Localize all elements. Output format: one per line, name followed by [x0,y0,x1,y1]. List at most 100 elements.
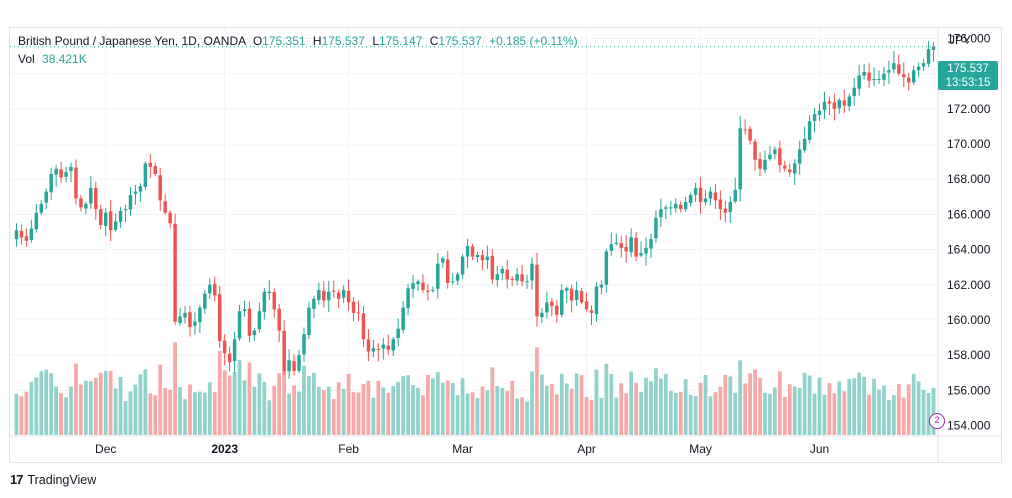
volume-bar [649,381,653,435]
candle-body [69,166,73,172]
candle-body [807,121,812,140]
volume-bar [455,394,460,435]
volume-bar [857,372,862,435]
volume-bar [882,385,886,435]
candle-body [887,70,891,73]
symbol-label: British Pound / Japanese Yen, 1D, OANDA [18,34,246,48]
candle-body [331,290,336,292]
volume-bar [926,392,931,435]
candle-body [540,312,544,318]
y-tick-label: 158.000 [947,348,991,362]
candle-body [792,163,797,174]
volume-bar [777,371,782,435]
volume-bar [416,387,420,435]
volume-value: 38.421K [42,52,87,66]
last-price-value: 175.537 [947,63,989,75]
volume-bar [396,381,401,435]
volume-bar [19,396,24,435]
volume-bar [168,389,173,435]
volume-bar [366,380,371,435]
volume-bar [163,387,168,435]
candle-body [911,70,916,83]
volume-bar [490,367,495,435]
candle-body [153,166,158,174]
candle-body [158,175,162,201]
volume-bar [703,374,708,435]
volume-bar [792,386,797,435]
candle-body [94,188,98,210]
volume-bar [64,397,68,435]
y-tick-label: 160.000 [947,313,991,327]
volume-bar [29,381,34,435]
volume-bar [891,395,896,435]
volume-bar [252,386,257,435]
candle-body [84,203,88,209]
volume-bar [634,382,638,435]
candle-body [817,110,822,116]
candle-body [128,195,133,210]
volume-bar [619,383,624,435]
open-label: O [252,34,263,48]
volume-bar [98,372,103,435]
volume-bar [49,373,54,435]
candle-body [242,309,247,311]
volume-bar [500,388,505,435]
candle-body [931,46,936,50]
candle-body [713,192,718,201]
candle-body [188,312,192,327]
tradingview-logo[interactable]: 17 TradingView [10,472,96,487]
volume-bar [530,371,534,435]
candle-body [773,149,777,155]
candle-body [693,188,698,195]
price-axis-unit: JPY [949,33,972,47]
event-marker-icon[interactable]: 2 [929,413,945,429]
volume-bar [673,392,678,435]
candle-body [683,202,688,210]
candle-body [852,87,856,97]
candle-body [411,283,415,290]
volume-bar [822,394,827,435]
candle-body [322,290,326,301]
volume-bar [153,395,158,435]
candle-body [356,312,361,314]
candle-body [594,286,599,315]
volume-bar [227,375,232,435]
x-tick-label: 2023 [211,442,238,456]
volume-bar [738,360,743,435]
candle-body [688,195,693,203]
candle-body [475,254,480,258]
candle-body [64,172,68,177]
volume-bar [569,388,574,435]
candle-body [827,101,832,104]
candle-body [163,201,167,213]
candle-body [738,128,742,190]
volume-bar [604,363,609,435]
candle-body [560,290,564,315]
x-tick-label: Apr [577,442,596,456]
candle-body [654,217,658,239]
volume-bar [386,392,391,435]
volume-bar [173,342,177,435]
volume-bar [411,385,415,435]
candle-body [44,191,48,203]
volume-legend: Vol 38.421K [18,52,87,66]
volume-bar [475,397,480,435]
volume-bar [663,373,668,435]
last-price-tag: 175.537 13:53:15 [938,61,998,90]
volume-bar [450,382,455,435]
candle-body [297,355,301,371]
volume-bar [59,393,63,435]
volume-bar [872,378,876,435]
volume-bar [158,364,163,435]
candle-body [436,263,440,289]
candle-body [193,321,197,326]
candle-body [341,290,346,298]
volume-bar [768,393,772,435]
candle-body [525,281,529,283]
volume-bar [198,391,202,435]
volume-bar [495,386,500,435]
candle-body [832,102,837,109]
candle-body [118,210,123,222]
candle-body [317,290,321,301]
